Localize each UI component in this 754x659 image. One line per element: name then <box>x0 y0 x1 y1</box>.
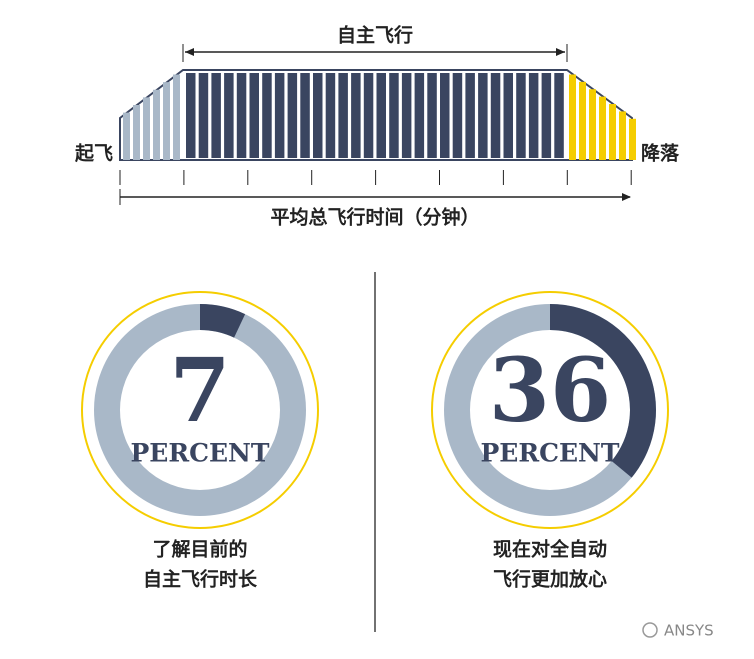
stripe <box>186 73 196 158</box>
stripe <box>389 73 399 158</box>
stripe <box>211 73 221 158</box>
stripe <box>143 97 150 160</box>
percent-value: 7 <box>169 338 230 442</box>
caption: 飞行更加放心 <box>493 568 607 591</box>
stripe <box>249 73 259 158</box>
caption: 现在对全自动 <box>493 538 607 561</box>
stripe <box>503 73 513 158</box>
stripe <box>133 105 140 160</box>
stripe <box>313 73 323 158</box>
stripe <box>401 73 412 158</box>
stripe <box>427 73 437 158</box>
watermark: ANSYS <box>642 622 714 640</box>
flight-diagram: 自主飞行 起飞 降落 平均总飞行时间（分钟） <box>74 24 680 229</box>
stripe <box>300 73 310 158</box>
stripe <box>198 73 209 158</box>
stripe <box>599 96 606 160</box>
donut-segment <box>550 304 656 478</box>
phase-title: 自主飞行 <box>337 24 413 47</box>
axis-arrow-head <box>622 193 631 201</box>
stripe <box>414 73 425 158</box>
stripe <box>609 104 616 160</box>
stripe <box>465 73 475 158</box>
stripe <box>376 73 386 158</box>
donut-segment <box>200 304 246 338</box>
stripe <box>528 73 539 158</box>
stripe <box>629 118 636 160</box>
stripe <box>579 81 586 160</box>
stripe <box>516 73 526 158</box>
stripe <box>363 73 374 158</box>
stripe <box>619 111 626 160</box>
stripe <box>123 112 130 160</box>
donut-outline <box>81 291 319 529</box>
stripes <box>123 73 636 160</box>
stripe <box>163 82 170 160</box>
stripe <box>325 73 336 158</box>
stripe <box>569 74 576 160</box>
time-ticks <box>119 170 632 185</box>
stripe <box>554 73 564 158</box>
stripe <box>541 73 552 158</box>
percent-unit: PERCENT <box>480 439 619 468</box>
stripe <box>351 73 361 158</box>
percent-unit: PERCENT <box>130 439 269 468</box>
stripe <box>153 89 160 160</box>
donut-outline <box>431 291 669 529</box>
stripe <box>224 73 234 158</box>
stripe <box>440 73 450 158</box>
stripe <box>478 73 488 158</box>
stripe <box>338 73 348 158</box>
stripe <box>287 73 298 158</box>
stripe <box>490 73 501 158</box>
stripe <box>589 89 596 160</box>
axis-label: 平均总飞行时间（分钟） <box>270 206 479 229</box>
percent-value: 36 <box>489 338 611 442</box>
caption: 了解目前的 <box>152 538 247 561</box>
watermark-text: ANSYS <box>664 622 714 640</box>
landing-label: 降落 <box>641 142 680 165</box>
stripe <box>173 74 180 160</box>
takeoff-label: 起飞 <box>74 143 113 165</box>
stripe <box>274 73 285 158</box>
stripe <box>452 73 463 158</box>
watermark-icon <box>642 622 658 638</box>
caption: 自主飞行时长 <box>143 568 258 591</box>
stripe <box>262 73 272 158</box>
stripe <box>236 73 247 158</box>
